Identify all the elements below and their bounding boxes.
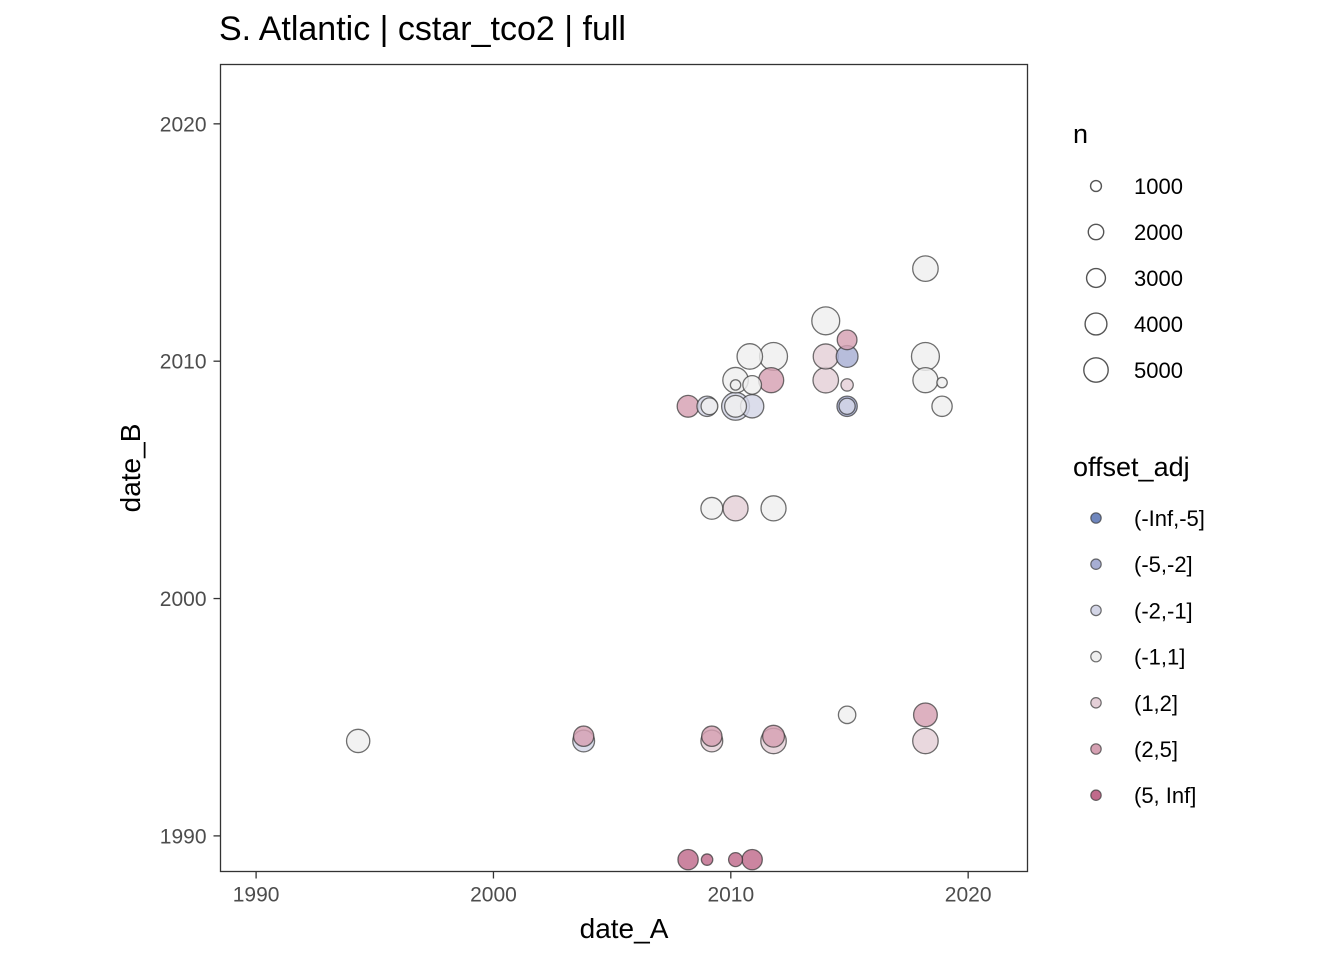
x-axis-title: date_A bbox=[580, 913, 669, 944]
y-tick-label: 1990 bbox=[160, 825, 207, 848]
x-tick-label: 2000 bbox=[470, 884, 517, 907]
color-legend-label: (-1,1] bbox=[1134, 645, 1185, 670]
data-point bbox=[837, 705, 857, 725]
color-legend-label: (-2,-1] bbox=[1134, 598, 1193, 623]
data-point bbox=[912, 255, 939, 283]
data-point bbox=[677, 848, 699, 871]
plot-panel bbox=[219, 63, 1029, 873]
data-point bbox=[812, 343, 839, 370]
size-legend-label: 2000 bbox=[1134, 220, 1183, 245]
size-legend-key bbox=[1087, 223, 1105, 241]
x-tick-label: 1990 bbox=[233, 884, 280, 907]
y-tick-label: 2020 bbox=[160, 113, 207, 136]
points-layer bbox=[345, 255, 953, 871]
y-axis: 1990 2000 2010 2020 bbox=[160, 113, 221, 848]
chart-title: S. Atlantic | cstar_tco2 | full bbox=[219, 10, 626, 48]
data-point bbox=[761, 724, 786, 748]
data-point bbox=[811, 306, 841, 336]
color-legend-key bbox=[1090, 512, 1102, 524]
data-point bbox=[910, 341, 941, 372]
color-legend-label: (5, Inf] bbox=[1134, 783, 1196, 808]
size-legend-label: 4000 bbox=[1134, 312, 1183, 337]
y-tick-label: 2010 bbox=[160, 351, 207, 374]
size-legend-title: n bbox=[1073, 119, 1088, 149]
size-legend-key bbox=[1084, 312, 1108, 336]
size-legend-label: 1000 bbox=[1134, 174, 1183, 199]
color-legend-key bbox=[1090, 789, 1102, 801]
data-point bbox=[700, 853, 714, 866]
data-point bbox=[931, 395, 953, 418]
data-point bbox=[758, 341, 789, 372]
x-tick-label: 2020 bbox=[945, 884, 992, 907]
data-point bbox=[912, 702, 938, 728]
data-point bbox=[912, 367, 939, 394]
size-legend-label: 3000 bbox=[1134, 266, 1183, 291]
data-point bbox=[836, 329, 858, 351]
color-legend-key bbox=[1090, 558, 1102, 570]
x-tick-label: 2010 bbox=[707, 884, 754, 907]
y-tick-label: 2000 bbox=[160, 588, 207, 611]
color-legend-key bbox=[1090, 743, 1102, 755]
color-legend-key bbox=[1090, 650, 1102, 663]
data-point bbox=[838, 397, 856, 415]
data-point bbox=[742, 374, 763, 395]
data-point bbox=[736, 343, 764, 370]
size-legend-key bbox=[1085, 267, 1107, 289]
size-legend-key bbox=[1089, 179, 1103, 193]
data-point bbox=[760, 495, 787, 522]
color-legend-title: offset_adj bbox=[1073, 452, 1190, 482]
data-point bbox=[722, 495, 749, 522]
color-legend-label: (-5,-2] bbox=[1134, 552, 1193, 577]
data-point bbox=[345, 728, 371, 754]
data-point bbox=[741, 848, 763, 871]
size-legend-label: 5000 bbox=[1134, 358, 1183, 383]
data-point bbox=[676, 394, 700, 418]
color-legend-key bbox=[1090, 604, 1102, 617]
data-point bbox=[936, 376, 948, 389]
color-legend-label: (1,2] bbox=[1134, 691, 1178, 716]
color-legend: offset_adj (-Inf,-5] (-5,-2] (-2,-1] (-1,1]… bbox=[1073, 452, 1205, 808]
data-point bbox=[727, 852, 744, 868]
data-point bbox=[729, 379, 742, 391]
data-point bbox=[700, 496, 724, 520]
size-legend: n 1000 2000 3000 4000 5000 bbox=[1073, 119, 1183, 383]
data-point bbox=[912, 727, 939, 755]
data-point bbox=[812, 366, 840, 394]
color-legend-label: (-Inf,-5] bbox=[1134, 506, 1205, 531]
data-point bbox=[757, 367, 785, 394]
data-point bbox=[723, 394, 748, 418]
y-axis-title: date_B bbox=[115, 424, 146, 513]
data-point bbox=[840, 378, 854, 392]
color-legend-label: (2,5] bbox=[1134, 737, 1178, 762]
x-axis: 1990 2000 2010 2020 bbox=[233, 871, 992, 907]
data-point bbox=[701, 725, 723, 747]
color-legend-key bbox=[1090, 696, 1102, 709]
data-point bbox=[700, 397, 719, 416]
data-point bbox=[572, 725, 595, 747]
size-legend-key bbox=[1083, 357, 1109, 383]
